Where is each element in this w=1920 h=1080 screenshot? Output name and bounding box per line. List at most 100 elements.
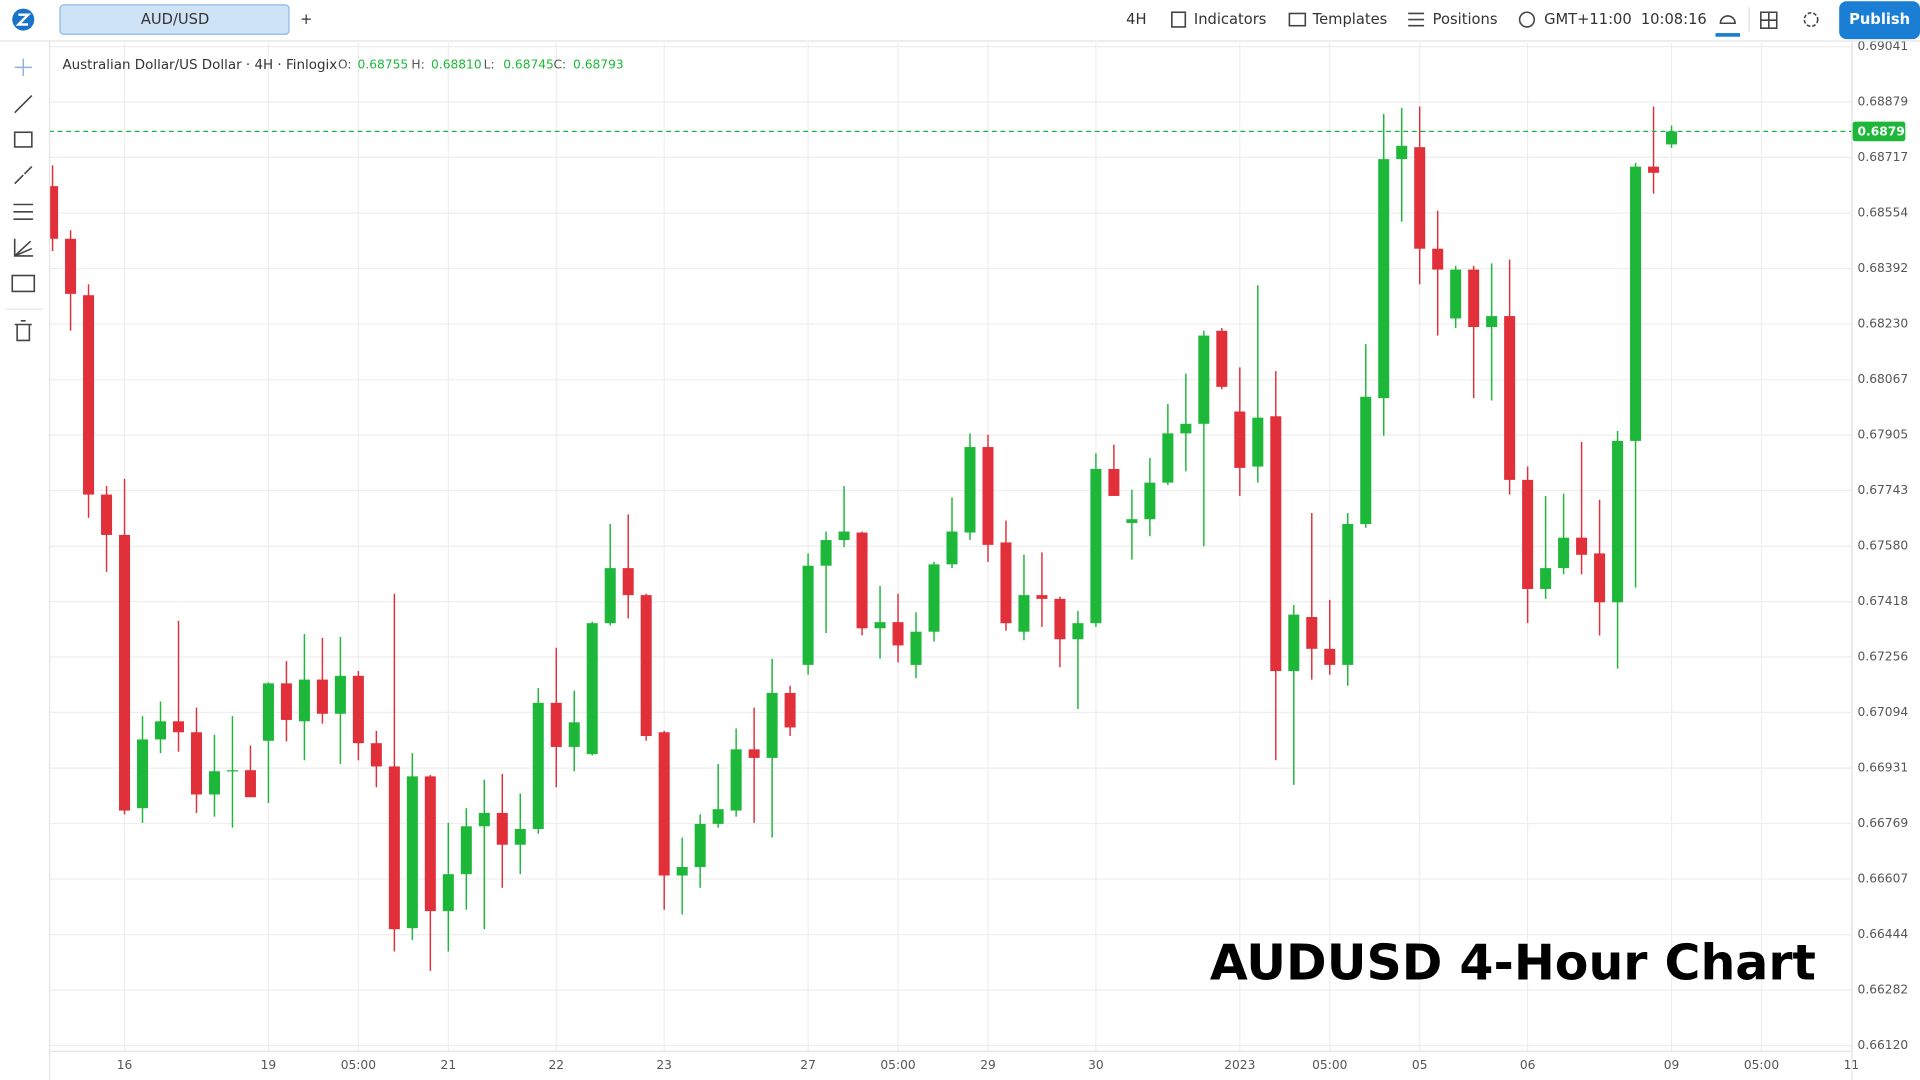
candle-body	[1108, 468, 1120, 496]
candle-body	[676, 866, 688, 876]
interval-button[interactable]: 4H	[1126, 11, 1146, 28]
fan-tool[interactable]	[13, 238, 34, 257]
candle-body	[586, 623, 598, 755]
legend-key: L:	[484, 57, 495, 71]
y-tick-label: 0.66282	[1858, 983, 1909, 997]
rectangle-tool[interactable]	[13, 131, 33, 148]
timezone-button[interactable]: GMT+11:00	[1544, 11, 1632, 28]
candle-body	[532, 702, 544, 830]
candle-body	[65, 238, 77, 294]
y-tick-label: 0.66769	[1858, 816, 1909, 830]
candle-body	[1594, 553, 1606, 603]
candle-body	[784, 692, 796, 728]
session-indicator	[1715, 33, 1740, 37]
x-tick-label: 05	[1412, 1058, 1428, 1072]
ray-tool[interactable]	[14, 165, 33, 185]
candle-body	[1018, 595, 1030, 632]
candle-body	[1198, 335, 1210, 424]
candle-body	[658, 732, 670, 876]
candle-body	[1252, 417, 1264, 467]
indicators-button[interactable]: Indicators	[1194, 11, 1267, 28]
left-toolbar	[0, 41, 51, 1080]
crosshair-tool[interactable]	[14, 58, 32, 76]
positions-button[interactable]: Positions	[1433, 11, 1498, 28]
last-price-label: 0.68793	[1858, 125, 1914, 139]
fib-tool[interactable]	[13, 203, 34, 220]
publish-label[interactable]: Publish	[1849, 11, 1910, 28]
candle-body	[208, 771, 220, 795]
y-tick-label: 0.68230	[1858, 316, 1909, 330]
candle-body	[370, 743, 382, 767]
candle-body	[1126, 519, 1138, 523]
legend-key: C:	[553, 57, 566, 71]
candle-body	[316, 679, 328, 714]
line-tool[interactable]	[14, 94, 33, 114]
legend-value: 0.68745	[503, 57, 554, 71]
x-tick-label: 19	[261, 1058, 277, 1072]
candle-body	[1054, 598, 1066, 640]
candle-body	[1234, 411, 1246, 468]
text-tool[interactable]	[11, 274, 36, 293]
templates-icon	[1288, 12, 1307, 27]
candle-body	[1486, 316, 1498, 328]
publish-button[interactable]	[1839, 1, 1920, 40]
clock: 10:08:16	[1641, 11, 1707, 28]
x-tick-label: 05:00	[1744, 1058, 1779, 1072]
candle-body	[1630, 166, 1642, 441]
candle-body	[1576, 537, 1588, 555]
candle-body	[154, 721, 167, 740]
x-tick-label: 23	[656, 1058, 672, 1072]
candle-body	[1162, 433, 1174, 483]
price-axis-bg	[1851, 41, 1920, 1080]
templates-button[interactable]: Templates	[1312, 11, 1388, 28]
delete-tool[interactable]	[14, 320, 32, 342]
candle-body	[802, 565, 814, 665]
candle-body	[334, 675, 346, 714]
session-icon[interactable]	[1719, 15, 1736, 25]
candle-body	[442, 874, 454, 912]
candle-body	[1612, 440, 1624, 603]
symbol-tab[interactable]	[59, 4, 290, 35]
x-tick-label: 05:00	[1312, 1058, 1347, 1072]
layout-icon[interactable]	[1760, 11, 1778, 29]
candle-body	[1306, 617, 1318, 649]
logo-mark	[15, 13, 32, 26]
candle-body	[874, 622, 886, 629]
candle-body	[1666, 131, 1678, 145]
candle-body	[406, 776, 418, 929]
candle-body	[1450, 269, 1462, 319]
candle-body	[982, 447, 994, 545]
x-tick-label: 21	[441, 1058, 457, 1072]
candle-body	[604, 568, 616, 624]
candle-body	[1378, 159, 1390, 399]
candle-body	[352, 675, 364, 744]
y-tick-label: 0.67094	[1858, 705, 1909, 719]
legend-key: O:	[338, 57, 352, 71]
candle-body	[1396, 145, 1408, 160]
x-tick-label: 27	[800, 1058, 816, 1072]
last-price-tag	[1852, 121, 1906, 142]
candle-body	[1216, 330, 1228, 387]
symbol-tab-label[interactable]: AUD/USD	[141, 11, 209, 28]
x-tick-label: 05:00	[341, 1058, 376, 1072]
candle-body	[712, 809, 724, 824]
settings-icon[interactable]	[1803, 12, 1819, 28]
legend-key: H:	[411, 57, 424, 71]
candle-body	[1468, 269, 1480, 328]
candle-body	[820, 540, 832, 566]
y-tick-label: 0.67418	[1858, 594, 1909, 608]
y-tick-label: 0.68067	[1858, 372, 1909, 386]
x-tick-label: 11	[1844, 1058, 1860, 1072]
candle-body	[388, 766, 400, 930]
y-tick-label: 0.68554	[1858, 206, 1909, 220]
candle-body	[1036, 595, 1048, 599]
candle-body	[838, 531, 850, 541]
candle-body	[1288, 614, 1300, 672]
legend-symbol: Australian Dollar/US Dollar · 4H · Finlo…	[62, 58, 337, 73]
positions-icon	[1408, 12, 1425, 27]
add-tab[interactable]: +	[300, 11, 312, 28]
y-tick-label: 0.66444	[1858, 927, 1909, 941]
candle-body	[478, 812, 490, 827]
